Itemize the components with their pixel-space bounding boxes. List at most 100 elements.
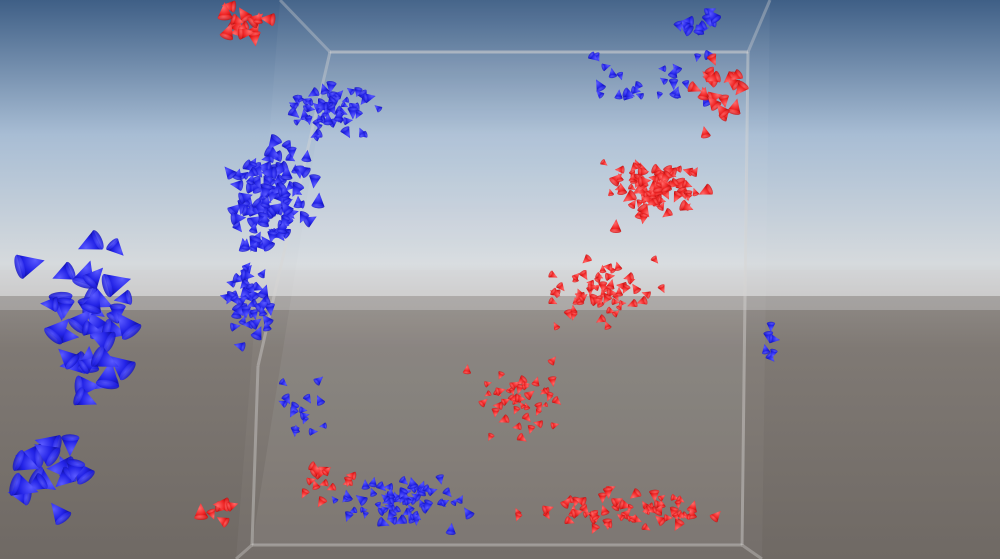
red-boid-115 <box>604 320 612 330</box>
red-boid-157 <box>524 390 535 401</box>
blue-boid-58 <box>323 112 334 126</box>
red-boid-250 <box>542 505 554 515</box>
blue-boid-289 <box>420 505 433 514</box>
red-boid-77 <box>660 170 672 182</box>
blue-boid-227 <box>116 312 142 340</box>
red-boid-238 <box>657 495 666 502</box>
red-boid-192 <box>521 412 531 423</box>
red-boid-299 <box>312 479 321 490</box>
blue-boid-39 <box>313 134 322 142</box>
blue-boid-345 <box>667 66 678 79</box>
red-boid-307 <box>344 476 353 487</box>
red-boid-113 <box>570 311 578 321</box>
blue-boid-377 <box>278 378 288 387</box>
red-boid-87 <box>679 199 694 211</box>
blue-boid-167 <box>268 134 282 150</box>
red-boid-308 <box>308 461 320 471</box>
blue-boid-244 <box>101 273 132 298</box>
blue-boid-371 <box>762 343 771 355</box>
blue-boid-261 <box>435 474 444 485</box>
red-boid-233 <box>579 503 589 514</box>
bounding-box-back-face <box>252 52 748 545</box>
red-boid-222 <box>674 500 682 509</box>
red-boid-145 <box>616 303 623 311</box>
red-boid-137 <box>627 299 638 308</box>
red-boid-88 <box>653 169 663 180</box>
red-boid-193 <box>547 376 557 387</box>
blue-boid-29 <box>297 94 304 103</box>
red-boid-272 <box>729 69 743 81</box>
bounding-box-edge-right <box>740 51 750 546</box>
blue-boid-335 <box>631 86 642 95</box>
red-boid-163 <box>513 405 521 415</box>
blue-boid-286 <box>374 501 381 510</box>
red-boid-131 <box>611 310 620 318</box>
red-boid-287 <box>237 26 255 40</box>
red-boid-215 <box>645 502 654 509</box>
red-boid-224 <box>583 511 591 518</box>
blue-boid-370 <box>768 333 781 344</box>
red-boid-149 <box>586 279 595 287</box>
blue-boid-55 <box>327 104 336 116</box>
red-boid-267 <box>727 98 741 115</box>
blue-boid-154 <box>258 213 270 228</box>
red-boid-171 <box>478 398 488 408</box>
red-boid-153 <box>531 376 540 387</box>
blue-boid-333 <box>601 63 611 72</box>
red-boid-262 <box>708 96 722 111</box>
blue-boid-159 <box>249 241 258 252</box>
blue-boid-209 <box>249 318 262 330</box>
red-boid-82 <box>682 179 693 188</box>
blue-boid-16 <box>346 87 356 96</box>
red-boid-114 <box>657 284 665 294</box>
blue-boid-208 <box>232 303 243 317</box>
red-boid-36 <box>609 219 622 234</box>
red-boid-118 <box>606 306 616 314</box>
blue-boid-300 <box>399 476 409 485</box>
red-boid-142 <box>578 294 588 303</box>
red-boid-116 <box>623 272 634 281</box>
red-boid-223 <box>616 514 625 521</box>
red-boid-211 <box>560 497 571 509</box>
blue-boid-352 <box>668 78 679 91</box>
blue-boid-301 <box>442 487 452 498</box>
blue-boid-284 <box>387 509 397 521</box>
red-boid-271 <box>700 126 711 139</box>
blue-boid-364 <box>694 20 707 30</box>
blue-boid-330 <box>659 77 668 85</box>
red-boid-180 <box>534 402 543 412</box>
blue-boid-12 <box>320 83 330 95</box>
blue-boid-240 <box>106 238 124 256</box>
blue-boid-380 <box>302 393 311 404</box>
blue-boid-90 <box>309 174 321 189</box>
blue-boid-379 <box>308 428 319 436</box>
red-boid-170 <box>505 386 511 394</box>
blue-boid-223 <box>73 387 97 406</box>
blue-boid-57 <box>340 101 349 108</box>
blue-boid-259 <box>34 444 61 467</box>
red-boid-154 <box>524 402 531 411</box>
blue-boid-149 <box>261 166 277 180</box>
blue-boid-166 <box>280 165 293 181</box>
blue-flock <box>7 8 781 535</box>
blue-boid-78 <box>301 149 312 163</box>
blue-boid-81 <box>240 238 251 250</box>
bounding-box-corner-bottom-left <box>235 543 253 559</box>
blue-boid-148 <box>260 183 273 199</box>
red-boid-167 <box>516 384 525 395</box>
blue-boid-376 <box>313 376 324 386</box>
blue-boid-42 <box>308 87 320 97</box>
blue-boid-134 <box>296 165 311 178</box>
red-boid-285 <box>217 2 233 21</box>
red-boid-46 <box>676 186 687 199</box>
red-boid-72 <box>657 202 665 211</box>
blue-boid-50 <box>316 101 329 112</box>
red-boid-104 <box>595 314 607 323</box>
red-boid-274 <box>716 103 730 119</box>
blue-boid-323 <box>410 514 419 521</box>
red-boid-265 <box>697 86 709 101</box>
blue-boid-347 <box>681 80 690 90</box>
red-boid-294 <box>194 503 209 521</box>
